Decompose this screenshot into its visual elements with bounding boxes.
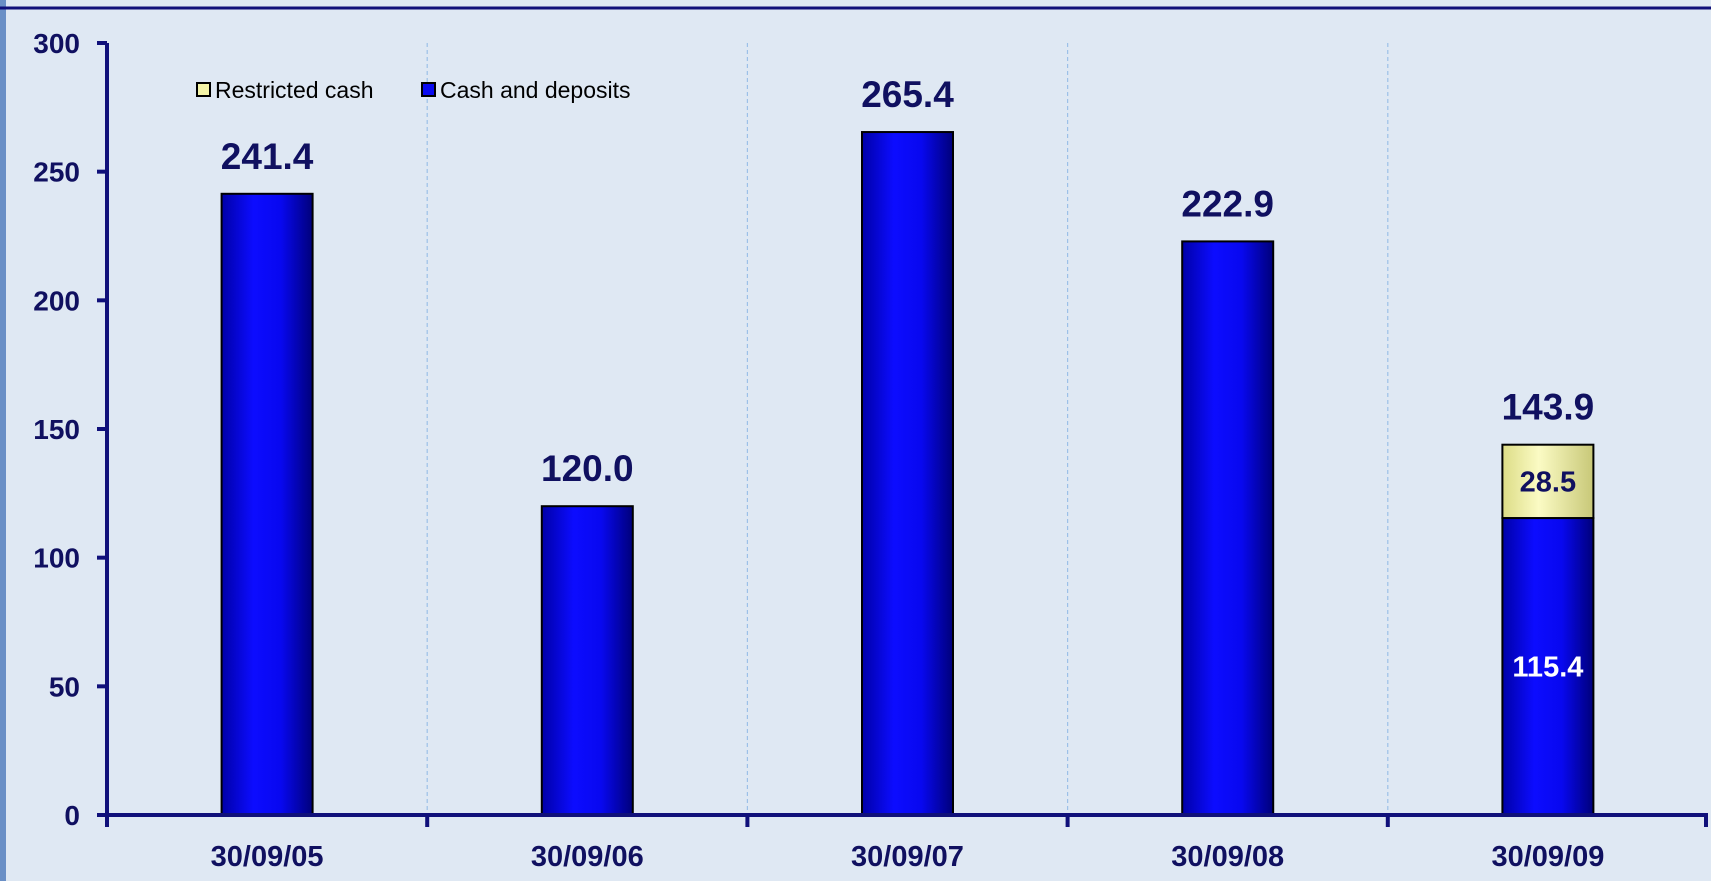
labels: 241.4 30/09/05 120.0 30/09/06 265.4 30/09/07 2… bbox=[33, 28, 1604, 873]
y-tick-label: 100 bbox=[33, 543, 80, 574]
y-tick-label: 300 bbox=[33, 28, 80, 59]
total-value-label: 265.4 bbox=[861, 74, 954, 115]
bars bbox=[220, 131, 1595, 817]
total-value-label: 143.9 bbox=[1502, 387, 1595, 428]
total-value-label: 222.9 bbox=[1181, 183, 1274, 224]
y-tick-label: 200 bbox=[33, 285, 80, 316]
y-tick-label: 50 bbox=[49, 671, 80, 702]
legend: Restricted cash Cash and deposits bbox=[196, 77, 631, 103]
x-tick-label: 30/09/05 bbox=[211, 841, 324, 873]
bar-cash-and-deposits bbox=[220, 192, 314, 816]
segment-value-label: 28.5 bbox=[1520, 466, 1576, 498]
total-value-label: 241.4 bbox=[221, 136, 314, 177]
grid-lines bbox=[426, 43, 1389, 815]
legend-swatch bbox=[196, 82, 211, 97]
total-value-label: 120.0 bbox=[541, 448, 634, 489]
axes bbox=[97, 41, 1708, 827]
bar-cash-and-deposits bbox=[1181, 240, 1275, 817]
x-tick-label: 30/09/08 bbox=[1171, 841, 1284, 873]
y-tick-label: 250 bbox=[33, 157, 80, 188]
frame-left-border bbox=[0, 0, 6, 881]
bar-cash-and-deposits bbox=[540, 505, 634, 816]
x-tick-label: 30/09/09 bbox=[1491, 841, 1604, 873]
segment-value-label: 115.4 bbox=[1512, 652, 1583, 684]
y-tick-label: 150 bbox=[33, 414, 80, 445]
bar-restricted-cash bbox=[1501, 443, 1595, 520]
legend-swatch bbox=[421, 82, 436, 97]
bar-cash-and-deposits bbox=[1501, 517, 1595, 817]
x-tick-label: 30/09/06 bbox=[531, 841, 644, 873]
legend-label: Restricted cash bbox=[215, 77, 374, 103]
legend-label: Cash and deposits bbox=[440, 77, 631, 103]
bar-cash-and-deposits bbox=[861, 131, 954, 816]
x-tick-label: 30/09/07 bbox=[851, 841, 964, 873]
y-tick-label: 0 bbox=[64, 800, 80, 831]
